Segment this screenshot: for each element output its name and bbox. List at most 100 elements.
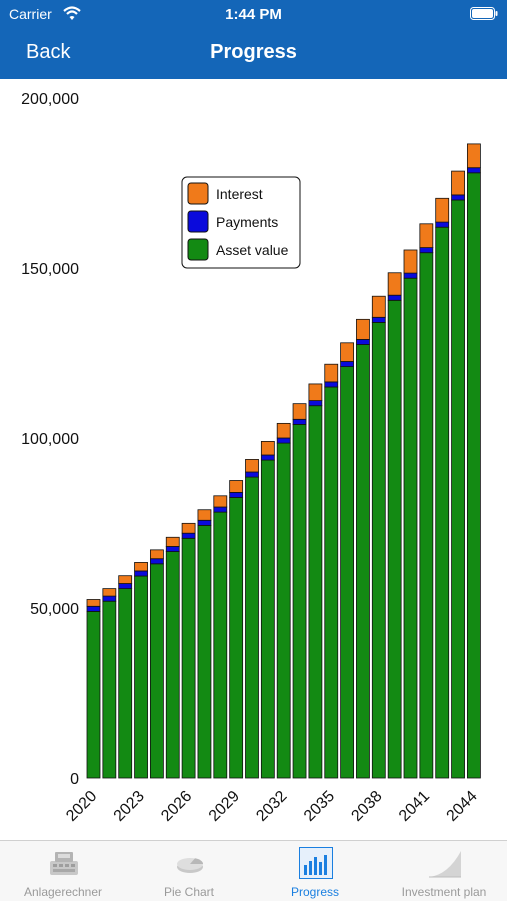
bar-asset-value-2032: [276, 442, 291, 779]
y-tick-label: 0: [70, 771, 79, 788]
bar-asset-value-2030: [245, 476, 259, 779]
tab-anlagerechner[interactable]: Anlagerechner: [0, 841, 126, 901]
x-tick-label: 2023: [111, 788, 148, 825]
y-tick-label: 100,000: [21, 431, 79, 448]
bar-asset-value-2028: [213, 511, 228, 779]
bar-payments-2040: [403, 272, 418, 279]
bar-payments-2034: [308, 400, 323, 407]
bar-asset-value-2035: [324, 386, 339, 779]
bar-interest-2030: [245, 459, 259, 473]
x-tick-label: 2044: [444, 788, 481, 825]
tab-label: Anlagerechner: [23, 885, 103, 899]
bar-interest-2034: [308, 383, 323, 402]
bar-asset-value-2036: [340, 366, 355, 779]
bar-asset-value-2042: [435, 226, 450, 779]
x-tick-label: 2038: [348, 788, 385, 825]
bar-payments-2044: [466, 167, 481, 174]
growth-curve-icon: [429, 851, 461, 878]
bar-interest-2020: [86, 599, 101, 607]
tab-investment-plan[interactable]: Investment plan: [381, 841, 507, 901]
bar-interest-2043: [451, 170, 465, 196]
tab-progress[interactable]: Progress: [252, 841, 378, 901]
bar-payments-2043: [451, 194, 465, 201]
bar-asset-value-2037: [356, 344, 370, 779]
back-button[interactable]: Back: [26, 41, 71, 63]
bar-payments-2029: [229, 491, 244, 498]
bar-payments-2022: [118, 583, 133, 590]
bar-payments-2039: [387, 294, 402, 301]
bar-interest-2022: [118, 575, 133, 584]
legend-box: [181, 176, 301, 269]
bar-interest-2032: [276, 422, 291, 439]
clock: 1:44 PM: [225, 6, 282, 23]
legend-label: Interest: [216, 186, 263, 202]
bar-asset-value-2022: [118, 588, 133, 779]
bar-asset-value-2021: [102, 600, 117, 779]
battery-icon: [470, 7, 498, 20]
bar-interest-2027: [197, 509, 212, 521]
x-tick-label: 2026: [158, 788, 195, 825]
bar-payments-2020: [86, 605, 101, 612]
bar-interest-2041: [419, 223, 434, 249]
bar-asset-value-2038: [371, 321, 386, 779]
bar-interest-2031: [260, 440, 275, 456]
bar-asset-value-2039: [387, 299, 402, 779]
y-tick-label: 150,000: [21, 261, 79, 278]
bar-interest-2025: [165, 536, 180, 547]
bar-asset-value-2040: [403, 277, 418, 779]
bar-chart-icon: [299, 847, 333, 879]
tab-label: Progress: [290, 885, 340, 899]
x-tick-label: 2035: [301, 788, 338, 825]
bar-payments-2026: [181, 532, 196, 539]
bar-payments-2041: [419, 247, 434, 254]
bar-payments-2032: [276, 437, 291, 444]
navigation-bar: Back Progress: [0, 30, 507, 79]
bar-payments-2030: [245, 471, 259, 478]
x-tick-label: 2029: [206, 788, 243, 825]
tab-pie-chart[interactable]: Pie Chart: [126, 841, 252, 901]
bar-payments-2021: [102, 595, 117, 602]
bar-asset-value-2041: [419, 252, 434, 779]
bar-asset-value-2020: [86, 611, 101, 779]
bar-payments-2031: [260, 454, 275, 461]
legend-swatch-interest: [187, 182, 209, 205]
bar-payments-2025: [165, 546, 180, 552]
bar-interest-2036: [340, 342, 355, 362]
bar-interest-2044: [466, 143, 481, 169]
page-title: Progress: [210, 41, 297, 63]
bar-interest-2033: [292, 403, 307, 420]
bar-interest-2037: [356, 318, 370, 340]
bar-asset-value-2027: [197, 524, 212, 779]
bar-interest-2039: [387, 272, 402, 296]
carrier-label: Carrier: [9, 6, 52, 22]
bar-payments-2023: [134, 570, 148, 577]
x-tick-label: 2041: [396, 788, 433, 825]
bar-asset-value-2044: [466, 172, 481, 779]
cash-register-icon: [50, 852, 78, 875]
bar-asset-value-2029: [229, 497, 244, 779]
y-tick-label: 50,000: [30, 601, 79, 618]
legend-label: Asset value: [216, 242, 289, 258]
bar-asset-value-2031: [260, 459, 275, 779]
bar-interest-2023: [134, 562, 148, 572]
bar-asset-value-2026: [181, 537, 196, 779]
tab-label: Pie Chart: [163, 885, 215, 899]
tab-bar: Anlagerechner Pie Chart Progress Investm…: [0, 840, 507, 901]
bar-asset-value-2025: [165, 551, 180, 779]
bar-interest-2040: [403, 249, 418, 274]
bar-asset-value-2043: [451, 199, 465, 779]
bar-payments-2024: [149, 558, 164, 565]
bar-payments-2035: [324, 381, 339, 388]
bar-interest-2021: [102, 588, 117, 597]
bar-interest-2024: [149, 549, 164, 560]
bar-asset-value-2024: [149, 563, 164, 779]
bar-interest-2042: [435, 197, 450, 223]
pie-chart-icon: [177, 858, 204, 873]
tab-label: Investment plan: [401, 885, 487, 899]
bar-asset-value-2023: [134, 575, 148, 779]
wifi-icon: [63, 6, 81, 20]
legend-swatch-payments: [187, 210, 209, 233]
bar-payments-2036: [340, 361, 355, 367]
bar-interest-2038: [371, 295, 386, 318]
bar-payments-2037: [356, 338, 370, 345]
